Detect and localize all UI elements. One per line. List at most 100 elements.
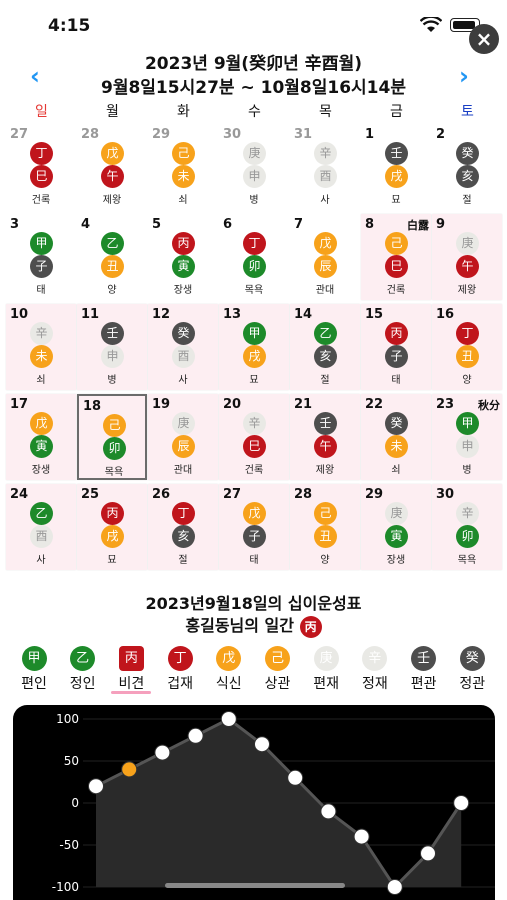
day-cell[interactable]: 28 戊午 제왕 bbox=[77, 124, 147, 210]
day-cell[interactable]: 14 乙亥 절 bbox=[290, 304, 360, 390]
day-cell[interactable]: 29 庚寅 장생 bbox=[361, 484, 431, 570]
day-number: 27 bbox=[223, 487, 242, 502]
day-number: 21 bbox=[294, 397, 313, 412]
day-cell[interactable]: 24 乙酉 사 bbox=[6, 484, 76, 570]
y-tick-label: 50 bbox=[64, 754, 79, 768]
data-point bbox=[121, 761, 138, 778]
day-cell[interactable]: 11 壬申 병 bbox=[77, 304, 147, 390]
earthly-branch-badge: 子 bbox=[243, 525, 266, 548]
stem-option[interactable]: 庚 편재 bbox=[302, 646, 350, 693]
heavenly-stem-badge: 庚 bbox=[385, 502, 408, 525]
stem-relation-label: 상관 bbox=[264, 676, 291, 692]
stem-option[interactable]: 壬 편관 bbox=[400, 646, 448, 693]
stem-option[interactable]: 戊 식신 bbox=[205, 646, 253, 693]
day-cell[interactable]: 12 癸酉 사 bbox=[148, 304, 218, 390]
day-cell[interactable]: 17 戊寅 장생 bbox=[6, 394, 76, 480]
day-number: 29 bbox=[152, 127, 171, 142]
day-number: 11 bbox=[81, 307, 100, 322]
day-cell[interactable]: 30 庚申 병 bbox=[219, 124, 289, 210]
unseong-label: 태 bbox=[36, 285, 46, 296]
owner-prefix: 홍길동님의 일간 bbox=[185, 616, 295, 635]
day-number: 28 bbox=[81, 127, 100, 142]
day-cell[interactable]: 26 丁亥 절 bbox=[148, 484, 218, 570]
day-cell[interactable]: 15 丙子 태 bbox=[361, 304, 431, 390]
unseong-label: 병 bbox=[462, 465, 472, 476]
stem-option[interactable]: 己 상관 bbox=[254, 646, 302, 693]
section-title: 2023년9월18일의 십이운성표 bbox=[145, 594, 362, 613]
day-number: 18 bbox=[83, 399, 102, 414]
day-cell[interactable]: 25 丙戌 묘 bbox=[77, 484, 147, 570]
weekday-label: 화 bbox=[177, 104, 190, 120]
day-cell[interactable]: 21 壬午 제왕 bbox=[290, 394, 360, 480]
day-cell[interactable]: 27 丁巳 건록 bbox=[6, 124, 76, 210]
earthly-branch-badge: 戌 bbox=[385, 165, 408, 188]
heavenly-stem-badge: 乙 bbox=[314, 322, 337, 345]
day-cell[interactable]: 19 庚辰 관대 bbox=[148, 394, 218, 480]
heavenly-stem-badge: 丁 bbox=[30, 142, 53, 165]
day-cell[interactable]: 7 戊辰 관대 bbox=[290, 214, 360, 300]
day-number: 8 bbox=[365, 217, 375, 232]
stem-option[interactable]: 辛 정재 bbox=[351, 646, 399, 693]
next-month-button[interactable]: › bbox=[459, 62, 469, 90]
month-title: 2023년 9월(癸卯년 辛酉월) bbox=[144, 54, 363, 74]
earthly-branch-badge: 卯 bbox=[456, 525, 479, 548]
earthly-branch-badge: 子 bbox=[385, 345, 408, 368]
day-number: 5 bbox=[152, 217, 162, 232]
unseong-label: 쇠 bbox=[178, 195, 188, 206]
day-cell[interactable]: 8 白露己巳 건록 bbox=[361, 214, 431, 300]
earthly-branch-badge: 亥 bbox=[172, 525, 195, 548]
day-cell[interactable]: 28 己丑 양 bbox=[290, 484, 360, 570]
earthly-branch-badge: 寅 bbox=[385, 525, 408, 548]
unseong-label: 사 bbox=[320, 195, 330, 206]
day-cell[interactable]: 27 戊子 태 bbox=[219, 484, 289, 570]
data-point bbox=[386, 879, 403, 895]
earthly-branch-badge: 午 bbox=[101, 165, 124, 188]
unseong-label: 제왕 bbox=[457, 285, 477, 296]
day-cell[interactable]: 9 庚午 제왕 bbox=[432, 214, 502, 300]
day-number: 31 bbox=[294, 127, 313, 142]
unseong-label: 제왕 bbox=[102, 195, 122, 206]
day-cell[interactable]: 22 癸未 쇠 bbox=[361, 394, 431, 480]
data-point bbox=[88, 778, 104, 795]
data-point bbox=[254, 736, 270, 753]
stem-relation-label: 편인 bbox=[21, 676, 47, 692]
day-cell[interactable]: 10 辛未 쇠 bbox=[6, 304, 76, 390]
unseong-label: 목욕 bbox=[104, 467, 124, 478]
day-cell[interactable]: 13 甲戌 묘 bbox=[219, 304, 289, 390]
heavenly-stem-badge: 辛 bbox=[243, 412, 266, 435]
weekday-label: 목 bbox=[319, 104, 332, 120]
unseong-label: 절 bbox=[462, 195, 472, 206]
stem-badge: 丁 bbox=[167, 646, 193, 671]
earthly-branch-badge: 午 bbox=[456, 255, 479, 278]
earthly-branch-badge: 巳 bbox=[30, 165, 53, 188]
prev-month-button[interactable]: ‹ bbox=[30, 62, 40, 90]
day-cell[interactable]: 6 丁卯 목욕 bbox=[219, 214, 289, 300]
day-cell[interactable]: 23 秋分甲申 병 bbox=[432, 394, 502, 480]
day-cell[interactable]: 5 丙寅 장생 bbox=[148, 214, 218, 300]
day-cell[interactable]: 29 己未 쇠 bbox=[148, 124, 218, 210]
stem-option[interactable]: 乙 정인 bbox=[59, 646, 107, 693]
stem-badge: 壬 bbox=[411, 646, 437, 671]
heavenly-stem-badge: 辛 bbox=[30, 322, 53, 345]
close-button[interactable]: × bbox=[469, 24, 499, 54]
earthly-branch-badge: 午 bbox=[314, 435, 337, 458]
earthly-branch-badge: 申 bbox=[101, 345, 124, 368]
unseong-label: 사 bbox=[36, 555, 46, 566]
unseong-label: 관대 bbox=[173, 465, 193, 476]
day-number: 2 bbox=[436, 127, 446, 142]
day-cell[interactable]: 20 辛巳 건록 bbox=[219, 394, 289, 480]
stem-option[interactable]: 丁 겁재 bbox=[156, 646, 204, 693]
earthly-branch-badge: 酉 bbox=[30, 525, 53, 548]
stem-option[interactable]: 癸 정관 bbox=[448, 646, 496, 693]
day-cell[interactable]: 16 丁丑 양 bbox=[432, 304, 502, 390]
day-cell[interactable]: 31 辛酉 사 bbox=[290, 124, 360, 210]
day-cell[interactable]: 18 己卯 목욕 bbox=[77, 394, 147, 480]
stem-option[interactable]: 甲 편인 bbox=[10, 646, 58, 693]
stem-option[interactable]: 丙 비견 bbox=[107, 646, 155, 694]
day-cell[interactable]: 30 辛卯 목욕 bbox=[432, 484, 502, 570]
day-number: 6 bbox=[223, 217, 233, 232]
